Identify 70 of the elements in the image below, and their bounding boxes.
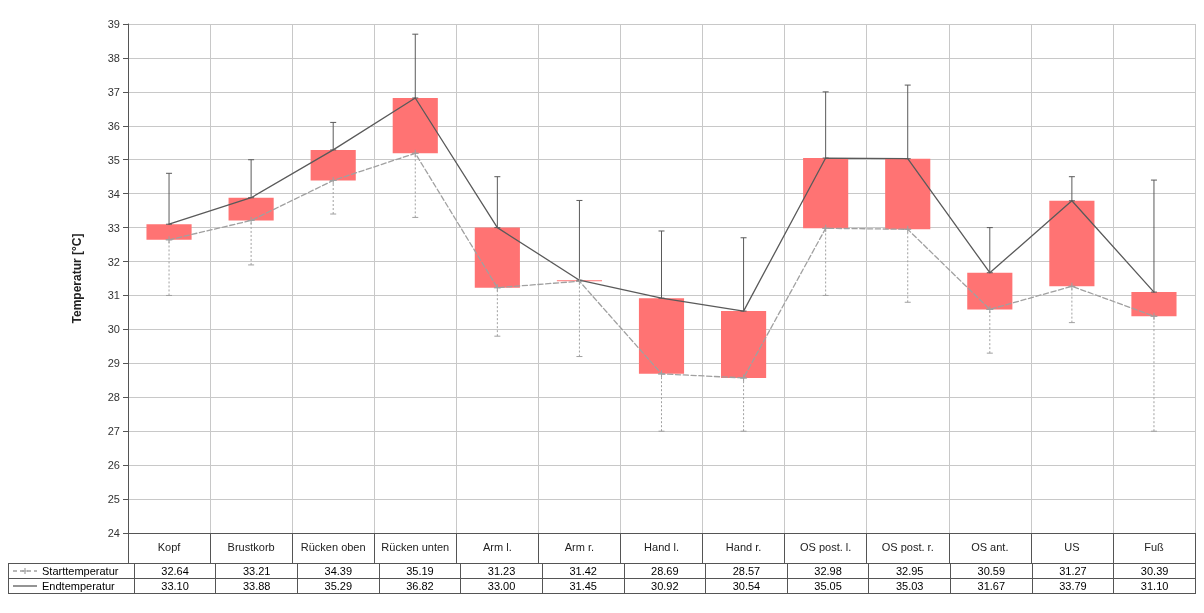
y-tick-label: 38 bbox=[107, 51, 120, 64]
data-label: 35.05 bbox=[787, 578, 869, 594]
bar bbox=[885, 158, 931, 230]
data-label: 31.23 bbox=[460, 563, 543, 579]
x-tick-label: Rücken unten bbox=[381, 540, 450, 553]
y-tick-label: 37 bbox=[107, 85, 120, 98]
data-label: 35.03 bbox=[868, 578, 951, 594]
bar bbox=[228, 197, 274, 221]
bar bbox=[967, 272, 1013, 310]
legend-label: Endtemperatur bbox=[8, 578, 135, 594]
data-label: 31.27 bbox=[1032, 563, 1114, 579]
data-label: 34.39 bbox=[297, 563, 380, 579]
x-tick-label: Arm r. bbox=[564, 540, 595, 553]
data-label: 33.88 bbox=[215, 578, 298, 594]
data-label: 35.19 bbox=[379, 563, 461, 579]
x-tick-label: Hand l. bbox=[644, 540, 679, 553]
y-tick-label: 35 bbox=[107, 153, 120, 166]
x-tick-label: Fuß bbox=[1144, 540, 1165, 553]
x-tick-label: OS ant. bbox=[971, 540, 1009, 553]
x-tick-label: Arm l. bbox=[482, 540, 512, 553]
data-label: 30.59 bbox=[950, 563, 1033, 579]
data-label: 32.95 bbox=[868, 563, 951, 579]
bar bbox=[721, 311, 767, 378]
y-tick-label: 28 bbox=[107, 391, 120, 404]
x-tick-label: OS post. l. bbox=[799, 540, 852, 553]
y-tick-label: 27 bbox=[107, 425, 120, 438]
x-tick-label: Rücken oben bbox=[300, 540, 366, 553]
data-label: 35.29 bbox=[297, 578, 380, 594]
x-tick-label: OS post. r. bbox=[881, 540, 934, 553]
bar bbox=[1131, 292, 1177, 317]
bar bbox=[474, 227, 520, 288]
data-label: 31.45 bbox=[542, 578, 624, 594]
data-label: 28.57 bbox=[705, 563, 788, 579]
data-label: 31.10 bbox=[1113, 578, 1196, 594]
x-tick-label: Hand r. bbox=[725, 540, 762, 553]
data-label: 30.92 bbox=[624, 578, 706, 594]
legend-label: Starttemperatur bbox=[8, 563, 135, 579]
data-label: 36.82 bbox=[379, 578, 461, 594]
data-label: 31.42 bbox=[542, 563, 624, 579]
x-tick-label: Brustkorb bbox=[227, 540, 275, 553]
data-label: 31.67 bbox=[950, 578, 1033, 594]
y-tick-label: 26 bbox=[107, 459, 120, 472]
bar bbox=[1049, 200, 1095, 287]
y-axis-title: Temperatur [°C] bbox=[70, 233, 84, 324]
data-label: 28.69 bbox=[624, 563, 706, 579]
data-label: 33.10 bbox=[134, 578, 216, 594]
y-tick-label: 32 bbox=[107, 255, 120, 268]
bar bbox=[146, 224, 192, 240]
y-tick-label: 36 bbox=[107, 119, 120, 132]
y-tick-label: 25 bbox=[107, 493, 120, 506]
bar bbox=[803, 158, 849, 229]
x-tick-label: Kopf bbox=[157, 540, 182, 553]
y-tick-label: 39 bbox=[107, 18, 120, 30]
bar bbox=[392, 97, 438, 154]
x-tick-label: US bbox=[1064, 540, 1080, 553]
data-label: 33.21 bbox=[215, 563, 298, 579]
y-tick-label: 31 bbox=[107, 289, 120, 302]
data-label: 32.98 bbox=[787, 563, 869, 579]
data-label: 32.64 bbox=[134, 563, 216, 579]
y-tick-label: 34 bbox=[107, 187, 120, 200]
y-tick-label: 33 bbox=[107, 221, 120, 234]
data-label: 33.00 bbox=[460, 578, 543, 594]
bar bbox=[310, 149, 356, 181]
bar bbox=[638, 298, 685, 374]
data-label: 30.54 bbox=[705, 578, 788, 594]
y-tick-label: 30 bbox=[107, 323, 120, 336]
data-label: 30.39 bbox=[1113, 563, 1196, 579]
y-tick-label: 24 bbox=[107, 527, 120, 539]
data-label: 33.79 bbox=[1032, 578, 1114, 594]
y-tick-label: 29 bbox=[107, 357, 120, 370]
